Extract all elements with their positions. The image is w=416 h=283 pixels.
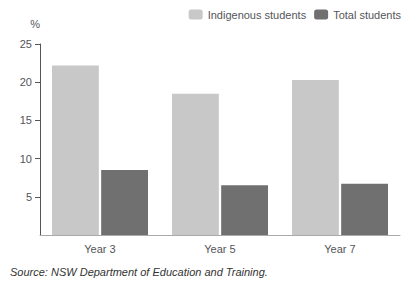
svg-text:Year 5: Year 5 (204, 243, 235, 255)
svg-text:5: 5 (26, 191, 32, 203)
svg-text:Total students: Total students (333, 9, 401, 21)
svg-text:20: 20 (20, 76, 32, 88)
svg-text:10: 10 (20, 153, 32, 165)
svg-text:%: % (30, 18, 40, 30)
svg-text:Year 7: Year 7 (324, 243, 355, 255)
svg-text:Year 3: Year 3 (84, 243, 115, 255)
svg-text:Indigenous students: Indigenous students (208, 9, 307, 21)
svg-text:15: 15 (20, 114, 32, 126)
svg-text:Source: NSW Department of Educ: Source: NSW Department of Education and … (10, 266, 268, 278)
svg-text:25: 25 (20, 38, 32, 50)
